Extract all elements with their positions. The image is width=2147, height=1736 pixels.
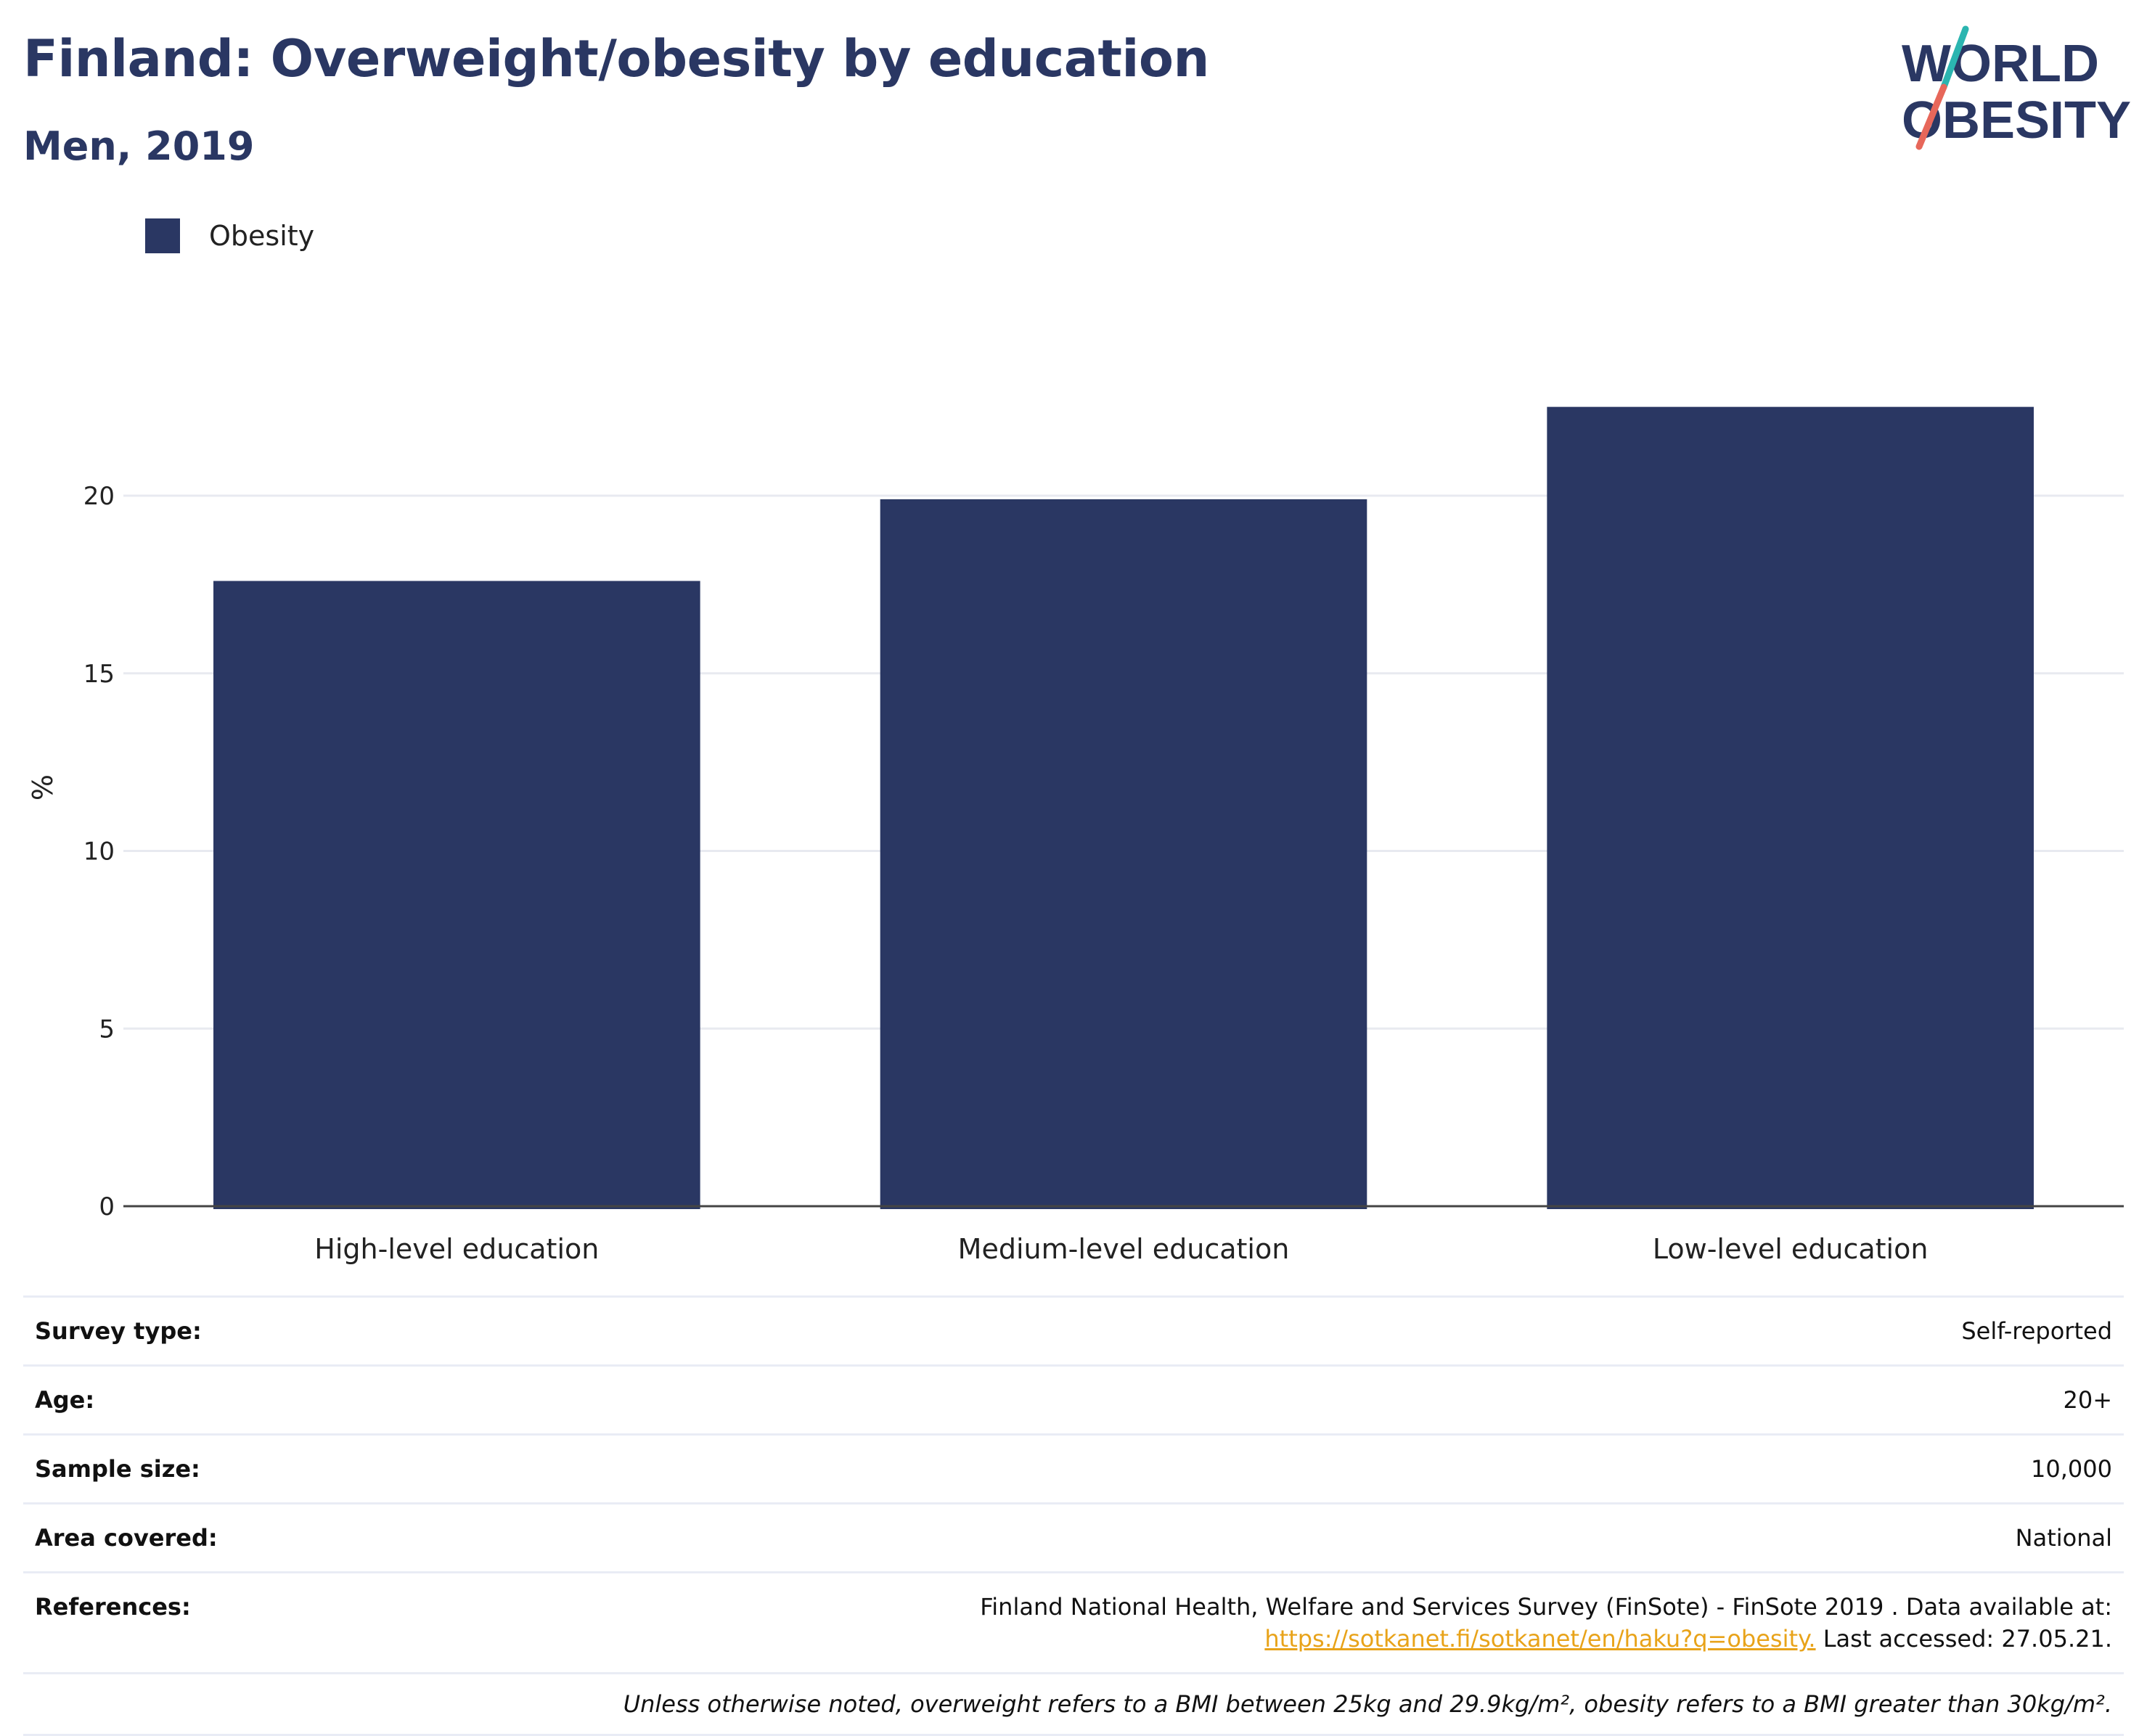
info-row-age: Age: 20+ [23, 1364, 2124, 1433]
chart-subtitle: Men, 2019 [23, 123, 255, 169]
references-text: Finland National Health, Welfare and Ser… [980, 1593, 2112, 1621]
survey-info-table: Survey type: Self-reported Age: 20+ Samp… [23, 1295, 2124, 1736]
world-obesity-logo: WORLD OBESITY [1902, 25, 2131, 150]
references-last-accessed: Last accessed: 27.05.21. [1815, 1625, 2112, 1653]
info-value: National [2015, 1524, 2112, 1552]
info-label: References: [35, 1593, 191, 1621]
info-row-references: References: Finland National Health, Wel… [23, 1571, 2124, 1672]
info-row-sample-size: Sample size: 10,000 [23, 1433, 2124, 1502]
bar-3 [1547, 406, 2034, 1209]
logo-slash-bottom [1915, 83, 1947, 150]
logo-word-world: WORLD [1902, 35, 2099, 93]
bars [213, 406, 2034, 1209]
info-row-survey-type: Survey type: Self-reported [23, 1295, 2124, 1364]
legend-swatch-obesity [145, 218, 180, 253]
bmi-footnote: Unless otherwise noted, overweight refer… [23, 1672, 2124, 1736]
logo-slash-top [1940, 25, 1969, 91]
legend-label-obesity: Obesity [209, 220, 315, 252]
chart-title: Finland: Overweight/obesity by education [23, 29, 1209, 89]
y-tick-label: 20 [83, 482, 115, 511]
info-label: Survey type: [35, 1317, 202, 1345]
info-value: 20+ [2063, 1386, 2112, 1414]
bar-1 [213, 581, 700, 1209]
chart-legend: Obesity [145, 218, 314, 254]
axes: 0 5 10 15 20 High-level education Medium-level… [27, 482, 2124, 1265]
bar-chart: 0 5 10 15 20 High-level education Medium-level… [27, 406, 2124, 1265]
bar-2 [880, 499, 1367, 1209]
info-label: Age: [35, 1386, 95, 1414]
info-value: 10,000 [2031, 1455, 2112, 1483]
x-tick-label: Medium-level education [958, 1233, 1290, 1265]
info-value: Self-reported [1961, 1317, 2112, 1345]
references-value: Finland National Health, Welfare and Ser… [980, 1591, 2112, 1655]
info-row-area-covered: Area covered: National [23, 1502, 2124, 1571]
info-label: Sample size: [35, 1455, 200, 1483]
y-tick-label: 0 [99, 1192, 115, 1221]
x-tick-label: High-level education [314, 1233, 599, 1265]
info-label: Area covered: [35, 1524, 218, 1552]
references-link[interactable]: https://sotkanet.fi/sotkanet/en/haku?q=o… [1264, 1625, 1816, 1653]
y-tick-label: 10 [83, 838, 115, 867]
y-tick-label: 15 [83, 660, 115, 689]
y-axis-label: % [27, 774, 59, 801]
x-tick-label: Low-level education [1653, 1233, 1929, 1265]
y-tick-label: 5 [99, 1015, 115, 1044]
